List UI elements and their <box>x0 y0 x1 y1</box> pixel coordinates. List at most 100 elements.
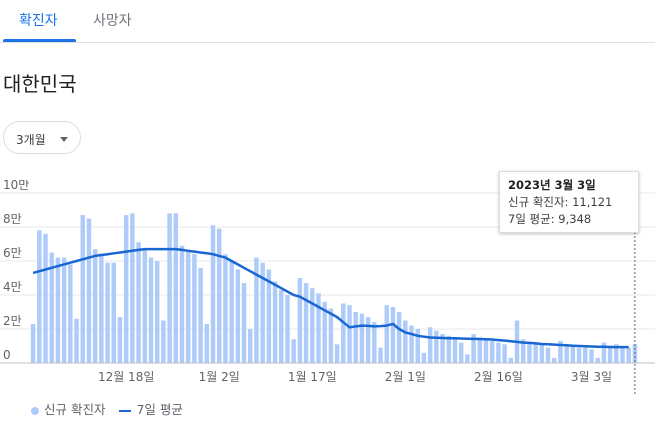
bar <box>576 347 582 363</box>
bar <box>260 262 265 363</box>
bar <box>607 346 613 363</box>
bar <box>458 342 464 363</box>
bar <box>198 267 203 363</box>
bar <box>192 254 197 363</box>
x-tick-label: 3월 3일 <box>571 370 612 384</box>
region-title: 대한민국 <box>3 72 77 96</box>
bar <box>254 257 259 363</box>
bar <box>43 233 48 363</box>
x-tick-label: 1월 2일 <box>199 370 240 384</box>
active-tab-indicator <box>3 39 76 42</box>
bar <box>483 339 489 363</box>
bar <box>310 288 315 363</box>
bar <box>204 323 210 363</box>
period-label: 3개월 <box>16 133 46 147</box>
bar <box>49 252 54 363</box>
bar <box>583 347 588 363</box>
bar <box>502 344 507 363</box>
bar <box>372 322 377 363</box>
tab-deaths[interactable]: 사망자 <box>93 13 132 29</box>
bar <box>471 334 476 363</box>
bar <box>30 323 36 363</box>
bar <box>347 305 352 363</box>
bar <box>552 357 557 363</box>
bar <box>626 347 631 363</box>
bar <box>359 313 365 363</box>
legend-line-swatch <box>119 409 132 412</box>
chevron-down-icon <box>60 137 68 142</box>
legend-item-new-cases: 신규 확진자 <box>31 399 105 418</box>
tooltip-average-value: 9,348 <box>558 212 592 226</box>
bar <box>229 261 234 363</box>
bar <box>111 262 116 363</box>
bar <box>384 305 389 363</box>
bar <box>235 269 241 363</box>
bar <box>248 329 253 363</box>
tooltip-new-cases-value: 11,121 <box>572 195 613 209</box>
bar <box>378 347 383 363</box>
bar <box>130 213 135 363</box>
bar <box>390 306 396 363</box>
bar <box>99 255 104 363</box>
bar <box>210 225 216 363</box>
y-tick-label: 10만 <box>3 180 29 192</box>
bar <box>440 334 445 363</box>
bar <box>614 344 619 363</box>
legend-bar-swatch <box>31 406 39 415</box>
bar <box>80 215 85 363</box>
bar <box>154 261 160 363</box>
bar <box>353 312 358 363</box>
bar <box>303 283 309 363</box>
bar <box>142 249 148 363</box>
bar <box>427 327 433 363</box>
bar <box>589 349 594 363</box>
bar <box>558 340 563 363</box>
y-tick-label: 4만 <box>3 280 22 294</box>
period-dropdown[interactable]: 3개월 <box>3 121 81 154</box>
bar <box>446 335 452 363</box>
bar <box>105 262 110 363</box>
bar <box>570 346 576 363</box>
tab-bar: 확진자 사망자 <box>0 0 655 43</box>
bar <box>341 303 346 363</box>
bar <box>545 347 551 363</box>
bar <box>316 293 321 363</box>
bar <box>421 352 427 363</box>
bar <box>328 308 334 363</box>
bar <box>595 357 600 363</box>
bar <box>68 264 73 363</box>
legend-item-average: 7일 평균 <box>119 399 183 418</box>
y-tick-label: 0 <box>3 348 11 362</box>
bar <box>136 242 141 363</box>
tooltip-date: 2023년 3월 3일 <box>508 178 596 192</box>
bar <box>527 342 532 363</box>
bar <box>533 344 538 363</box>
bar <box>117 317 123 363</box>
bar <box>496 342 501 363</box>
bar <box>55 257 61 363</box>
bar <box>365 317 371 363</box>
bar <box>291 339 296 363</box>
bar <box>173 213 179 363</box>
bar <box>61 257 67 363</box>
bar <box>185 250 191 363</box>
bar <box>415 329 420 363</box>
bar <box>37 230 42 363</box>
x-tick-label: 2월 1일 <box>385 370 426 384</box>
bar <box>564 344 569 363</box>
tab-cases[interactable]: 확진자 <box>19 13 58 29</box>
bar <box>539 344 545 363</box>
cases-chart[interactable]: 0 2만 4만 6만 8만 10만 12월 18일 1월 2일 1월 17일 2월 1일 2월 16… <box>0 180 667 395</box>
bar <box>266 269 272 363</box>
bar <box>477 337 483 363</box>
bar <box>409 325 414 363</box>
tooltip-average-label: 7일 평균: <box>508 212 555 226</box>
bar <box>167 213 172 363</box>
bar <box>241 283 247 363</box>
bar <box>216 228 222 363</box>
bar <box>279 289 284 363</box>
y-tick-label: 2만 <box>3 314 22 328</box>
chart-legend: 신규 확진자 7일 평균 <box>31 399 193 418</box>
tooltip-new-cases-label: 신규 확진자: <box>508 195 569 209</box>
chart-tooltip: 2023년 3월 3일 신규 확진자: 11,121 7일 평균: 9,348 <box>499 171 639 233</box>
